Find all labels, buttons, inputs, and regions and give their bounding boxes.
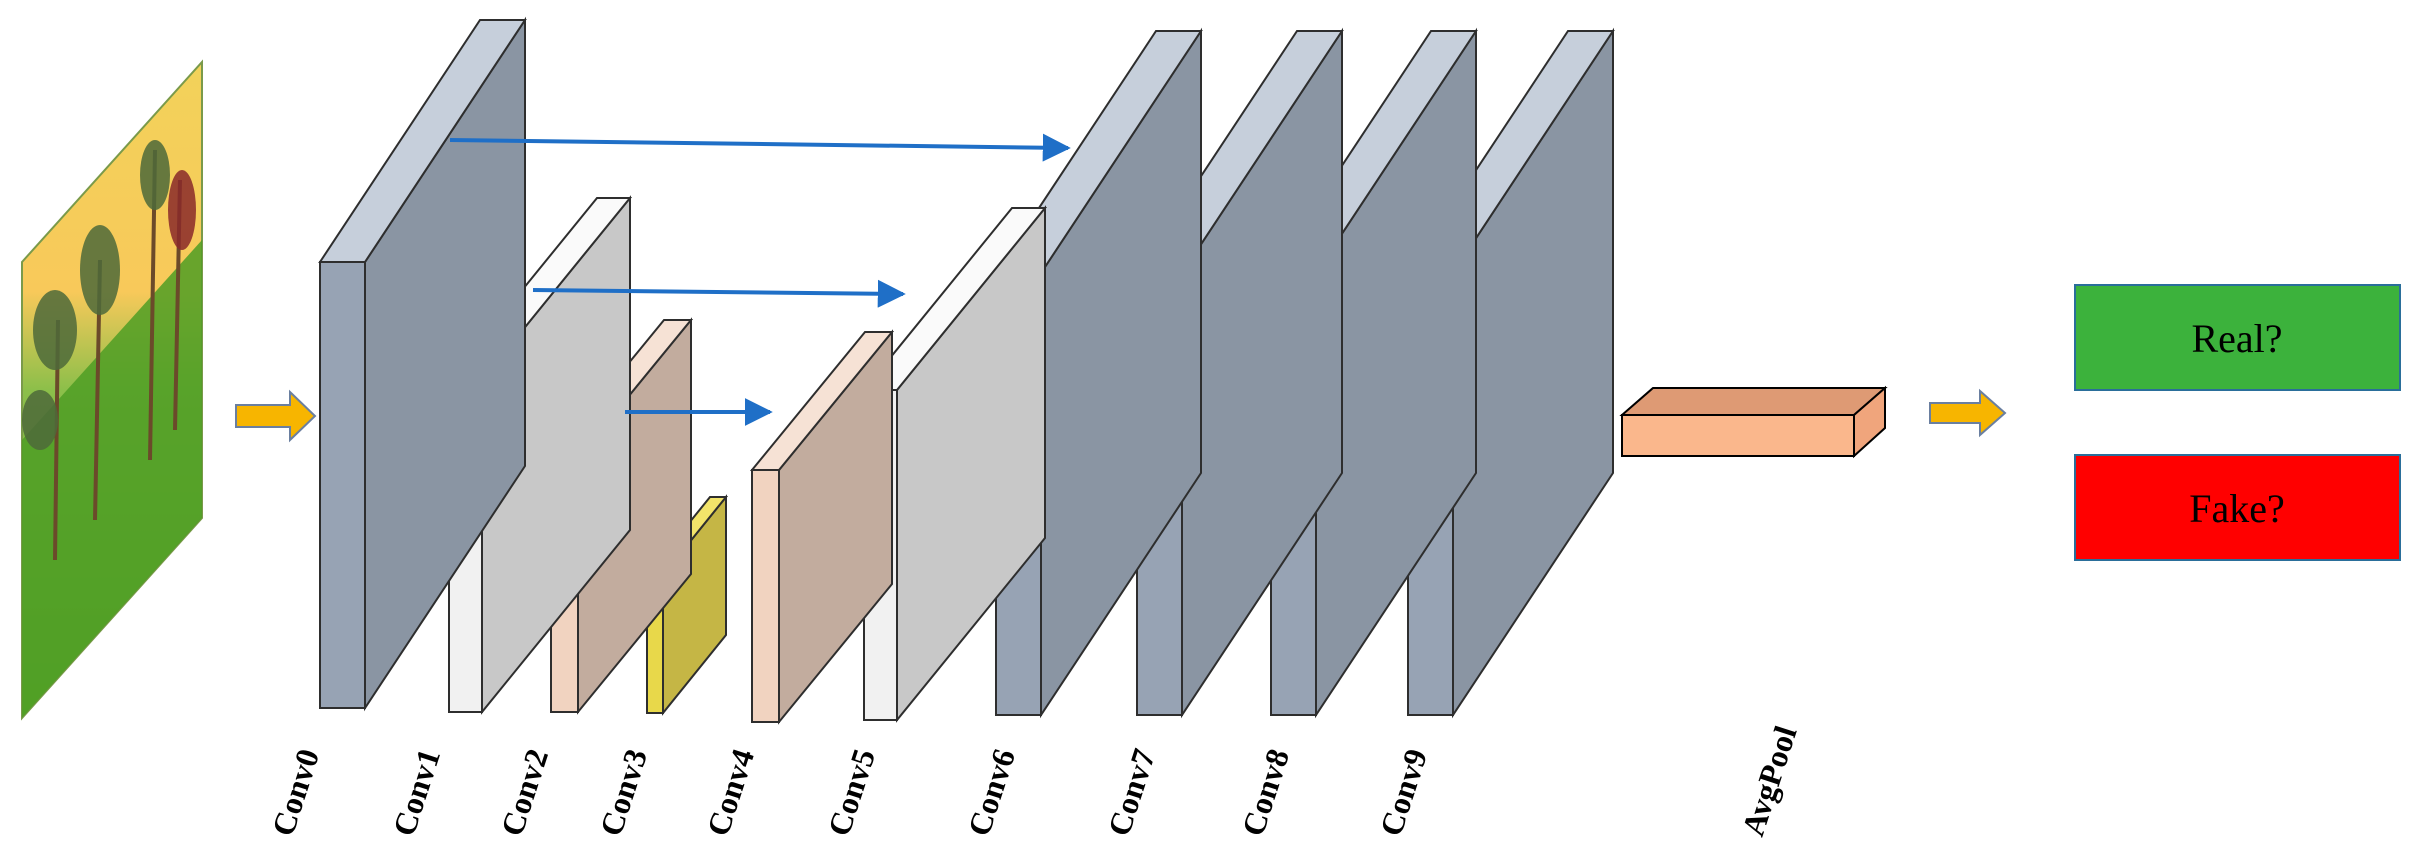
layer-conv4 (749, 329, 895, 725)
layer-label-conv9: Conv9 (1372, 744, 1434, 840)
layer-labels: Conv0 Conv1 Conv2 Conv3 Conv4 Conv5 Conv… (264, 721, 1803, 840)
skip-arrow-conv1-conv5 (532, 279, 906, 308)
layer-label-conv5: Conv5 (820, 744, 882, 840)
output-flow-arrow (1929, 388, 2007, 438)
layer-label-conv4: Conv4 (699, 744, 761, 840)
layer-label-conv8: Conv8 (1234, 744, 1296, 840)
fake-label: Fake? (2189, 486, 2285, 531)
input-image (21, 59, 203, 721)
layer-label-conv6: Conv6 (960, 744, 1022, 840)
slab-front (751, 469, 780, 723)
real-output: Real? (2074, 284, 2401, 391)
input-flow-arrow (235, 389, 317, 443)
real-label: Real? (2191, 316, 2282, 361)
skip-arrow-conv0-conv6 (449, 133, 1071, 162)
layer-conv0 (318, 16, 527, 712)
real-box (2074, 284, 2401, 391)
fake-box (2074, 454, 2401, 561)
avgpool-label: AvgPool (1734, 721, 1803, 840)
conv-layers (318, 16, 1615, 725)
slab-front (319, 261, 366, 709)
layer-label-conv1: Conv1 (385, 744, 447, 840)
layer-label-conv7: Conv7 (1100, 744, 1162, 840)
layer-label-conv3: Conv3 (592, 744, 654, 840)
layer-label-conv2: Conv2 (493, 744, 555, 840)
layer-label-conv0: Conv0 (264, 744, 326, 840)
skip-connections (449, 133, 1071, 426)
avgpool-block (1619, 385, 1888, 459)
fake-output: Fake? (2074, 454, 2401, 561)
